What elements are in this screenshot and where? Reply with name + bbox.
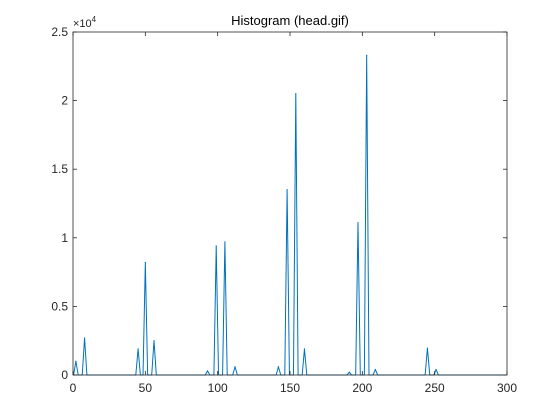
histogram-peak [435, 368, 437, 371]
x-tick-label: 0 [70, 381, 77, 395]
histogram-peak [234, 366, 236, 368]
histogram-peak [348, 371, 350, 373]
histogram-peak [357, 222, 359, 224]
histogram-peak [303, 348, 306, 350]
x-tick-label: 200 [352, 381, 372, 395]
histogram-peak [83, 337, 86, 339]
ticks-layer: 0 50 100 150 200 250 300 0 0.5 1 1.5 2 2.5 [51, 25, 517, 395]
histogram-peak [153, 340, 155, 342]
histogram-peak [277, 366, 280, 368]
y-tick-label: 2.5 [51, 25, 68, 39]
x-tick-label: 150 [280, 381, 300, 395]
histogram-peak [224, 241, 226, 243]
y-tick-label: 1 [61, 231, 68, 245]
y-tick-label: 0.5 [51, 299, 68, 313]
histogram-peak [295, 93, 297, 95]
y-tick-label: 0 [61, 368, 68, 382]
histogram-peak [137, 348, 139, 350]
histogram-peak [215, 245, 217, 247]
y-tick-label: 2 [61, 94, 68, 108]
chart-title: Histogram (head.gif) [231, 13, 349, 28]
x-tick-label: 250 [425, 381, 445, 395]
histogram-peak [206, 370, 209, 372]
histogram-peak [374, 368, 376, 371]
x-tick-label: 100 [208, 381, 228, 395]
plot-area [73, 32, 507, 375]
x-tick-label: 50 [139, 381, 153, 395]
histogram-peak [144, 261, 146, 264]
y-tick-label: 1.5 [51, 162, 68, 176]
histogram-peak [286, 189, 288, 191]
histogram-peak [366, 54, 368, 56]
y-exponent-label: ×104 [73, 15, 97, 30]
histogram-peak [75, 360, 77, 362]
x-tick-label: 300 [497, 381, 517, 395]
histogram-peak [426, 347, 429, 349]
